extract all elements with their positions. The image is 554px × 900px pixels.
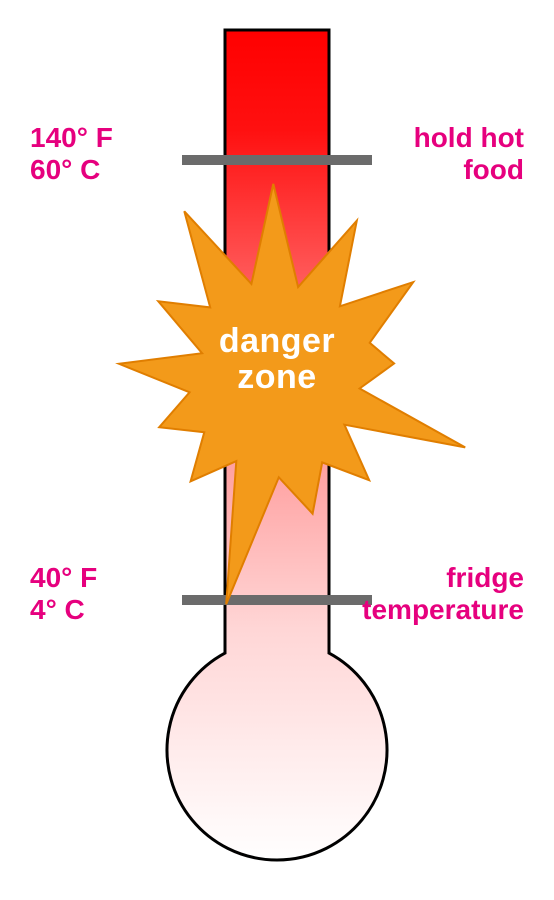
fridge-temp-label: fridge temperature <box>362 562 524 626</box>
cold-temp-label: 40° F 4° C <box>30 562 97 626</box>
danger-line1: danger <box>167 324 387 360</box>
hot-food-line2: food <box>414 154 524 186</box>
hot-food-line1: hold hot <box>414 122 524 154</box>
danger-line2: zone <box>167 360 387 396</box>
hot-temp-c: 60° C <box>30 154 113 186</box>
fridge-line1: fridge <box>362 562 524 594</box>
cold-temp-f: 40° F <box>30 562 97 594</box>
fridge-line2: temperature <box>362 594 524 626</box>
cold-temp-c: 4° C <box>30 594 97 626</box>
danger-zone-label: danger zone <box>167 324 387 395</box>
food-safety-thermometer-infographic: 140° F 60° C hold hot food 40° F 4° C fr… <box>0 0 554 900</box>
hot-temp-f: 140° F <box>30 122 113 154</box>
hot-temp-label: 140° F 60° C <box>30 122 113 186</box>
hot-food-label: hold hot food <box>414 122 524 186</box>
